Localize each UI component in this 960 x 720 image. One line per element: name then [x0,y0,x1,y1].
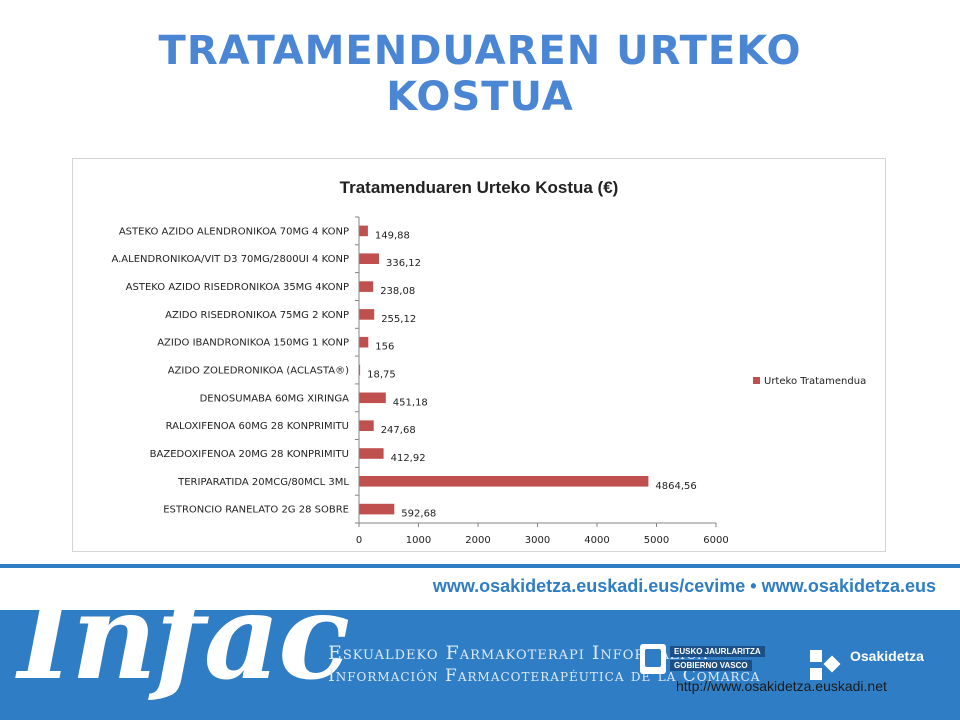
legend-label: Urteko Tratamendua [764,376,866,387]
axis-layer: 0 1000 2000 3000 4000 5000 6000 [355,216,729,546]
footer-banner: www.osakidetza.euskadi.eus/cevime • www.… [0,560,960,720]
data-label: 149,88 [375,230,410,241]
data-label: 238,08 [380,286,415,297]
x-tick-label: 2000 [465,535,490,546]
slide-title-line1: TRATAMENDUAREN URTEKO [158,28,802,74]
coat-of-arms-icon [640,644,666,674]
tagline-basque: Eskualdeko Farmakoterapi Informazioa [328,642,709,664]
category-label: AZIDO ZOLEDRONIKOA (ACLASTA®) [168,366,349,377]
osakidetza-name: Osakidetza [850,648,924,664]
category-label: AZIDO RISEDRONIKOA 75MG 2 KONP [165,310,349,321]
infac-logo: Infac [18,567,350,706]
data-label: 4864,56 [655,481,696,492]
chart-bar [359,503,395,515]
chart-bar [359,448,384,459]
data-label: 18,75 [367,370,396,381]
category-label: AZIDO IBANDRONIKOA 150MG 1 KONP [157,338,349,349]
chart-bar [359,309,375,320]
gov-name-spanish: GOBIERNO VASCO [670,660,752,671]
x-tick-label: 6000 [703,535,728,546]
data-label: 451,18 [393,397,428,408]
banner-stripe [0,564,960,568]
x-tick-label: 3000 [525,535,550,546]
category-label: A.ALENDRONIKOA/VIT D3 70MG/2800UI 4 KONP [111,254,349,265]
category-label: ESTRONCIO RANELATO 2G 28 SOBRE [163,505,349,516]
category-label: ASTEKO AZIDO ALENDRONIKOA 70MG 4 KONP [119,226,349,237]
chart-canvas: Tratamenduaren Urteko Kostua (€) ASTEKO … [111,178,866,546]
data-label: 247,68 [381,425,416,436]
x-tick-label: 0 [356,535,362,546]
legend-swatch [753,377,760,384]
chart-bar [359,281,374,292]
category-label: RALOXIFENOA 60MG 28 KONPRIMITU [166,421,349,432]
x-tick-label: 5000 [644,535,669,546]
chart-bar [359,364,361,376]
gov-name-basque: EUSKO JAURLARITZA [670,646,765,657]
chart-bar [359,225,368,237]
chart-bar [359,392,386,404]
data-label: 336,12 [386,258,421,269]
chart-bar [359,476,649,487]
category-label: BAZEDOXIFENOA 20MG 28 KONPRIMITU [150,449,349,460]
bars-layer: ASTEKO AZIDO ALENDRONIKOA 70MG 4 KONP 149… [111,225,697,520]
osakidetza-cross-icon [810,650,841,680]
banner-url-strip: www.osakidetza.euskadi.eus/cevime • www.… [0,560,960,610]
slide-title: TRATAMENDUAREN URTEKO KOSTUA [0,28,960,120]
chart-bar [359,420,374,431]
bar-chart: Tratamenduaren Urteko Kostua (€) ASTEKO … [72,158,886,552]
basque-government-logo: EUSKO JAURLARITZA GOBIERNO VASCO [640,644,776,674]
legend: Urteko Tratamendua [753,376,866,387]
banner-urls: www.osakidetza.euskadi.eus/cevime • www.… [432,576,936,596]
category-label: ASTEKO AZIDO RISEDRONIKOA 35MG 4KONP [126,282,349,293]
category-label: DENOSUMABA 60MG XIRINGA [200,393,350,404]
slide-title-line2: KOSTUA [386,74,574,120]
data-label: 412,92 [391,453,426,464]
x-tick-label: 1000 [406,535,431,546]
data-label: 592,68 [401,509,436,520]
chart-title: Tratamenduaren Urteko Kostua (€) [340,178,619,197]
data-label: 255,12 [381,314,416,325]
data-label: 156 [375,342,394,353]
category-label: TERIPARATIDA 20MCG/80MCL 3ML [177,477,349,488]
chart-bar [359,336,369,348]
footer-link[interactable]: http://www.osakidetza.euskadi.net [676,678,887,694]
x-tick-label: 4000 [584,535,609,546]
chart-bar [359,253,379,264]
